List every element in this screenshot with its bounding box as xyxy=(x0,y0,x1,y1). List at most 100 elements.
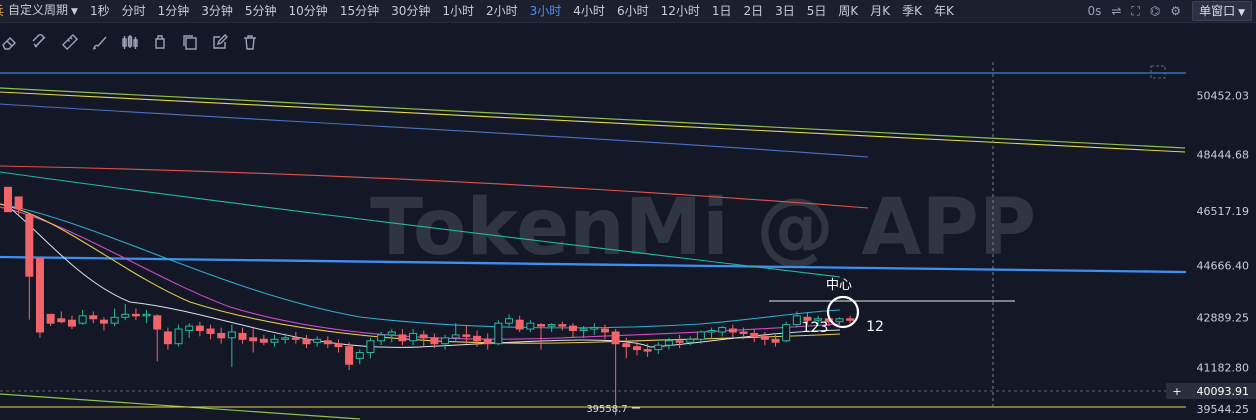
candle[interactable] xyxy=(835,317,844,325)
custom-period-dropdown[interactable]: 自定义周期 ▼ xyxy=(6,0,84,23)
interval-19[interactable]: 月K xyxy=(870,4,891,18)
candle[interactable] xyxy=(750,329,759,343)
candle[interactable] xyxy=(323,336,332,349)
candle[interactable] xyxy=(302,334,311,349)
candle[interactable] xyxy=(760,331,769,346)
candle[interactable] xyxy=(494,320,503,346)
price-chart[interactable]: TokenMi @ APP 中心 123 12 39558.7 50452.0 xyxy=(0,62,1256,420)
candle[interactable] xyxy=(4,186,12,213)
interval-18[interactable]: 周K xyxy=(838,4,859,18)
candle[interactable] xyxy=(803,312,812,325)
candle[interactable] xyxy=(600,324,609,340)
edit-icon[interactable] xyxy=(210,32,230,52)
candle[interactable] xyxy=(291,331,300,344)
candle[interactable] xyxy=(409,329,418,346)
price-axis[interactable]: 50452.03 48444.68 46517.19 44666.40 42889.25… xyxy=(1150,62,1256,420)
candle[interactable] xyxy=(430,333,439,349)
candle[interactable] xyxy=(664,337,673,350)
add-alert-icon[interactable]: + xyxy=(1172,385,1181,398)
candle[interactable] xyxy=(281,333,290,344)
candle[interactable] xyxy=(259,334,268,346)
interval-17[interactable]: 5日 xyxy=(806,4,827,18)
candle[interactable] xyxy=(846,315,855,324)
highlight-circle[interactable] xyxy=(826,295,860,329)
candle[interactable] xyxy=(419,330,428,347)
interval-15[interactable]: 2日 xyxy=(743,4,764,18)
candle[interactable] xyxy=(728,324,737,338)
candle[interactable] xyxy=(249,327,258,353)
candle[interactable] xyxy=(142,309,151,324)
candle[interactable] xyxy=(483,333,492,350)
candle[interactable] xyxy=(462,326,471,344)
candle[interactable] xyxy=(25,214,34,320)
candle[interactable] xyxy=(398,329,407,346)
candle[interactable] xyxy=(46,313,55,327)
interval-10[interactable]: 3小时 xyxy=(529,4,562,18)
candle[interactable] xyxy=(590,323,599,335)
candle[interactable] xyxy=(632,340,641,356)
bucket-icon[interactable] xyxy=(150,32,170,52)
candle[interactable] xyxy=(579,326,588,338)
candle[interactable] xyxy=(526,320,535,332)
interval-12[interactable]: 6小时 xyxy=(616,4,649,18)
sliders-icon[interactable]: ⇌ xyxy=(1111,4,1122,18)
candle[interactable] xyxy=(622,337,631,359)
candle[interactable] xyxy=(89,311,98,324)
candle[interactable] xyxy=(217,327,226,344)
copy-icon[interactable] xyxy=(180,32,200,52)
candle[interactable] xyxy=(718,326,727,337)
candles-icon[interactable] xyxy=(120,32,140,52)
interval-0[interactable]: 1秒 xyxy=(89,4,110,18)
candle[interactable] xyxy=(782,321,791,343)
candle[interactable] xyxy=(558,321,567,331)
candle[interactable] xyxy=(355,349,364,365)
candle[interactable] xyxy=(451,323,460,341)
candle[interactable] xyxy=(57,311,66,324)
candle[interactable] xyxy=(377,331,386,346)
candle[interactable] xyxy=(686,336,695,346)
candle[interactable] xyxy=(206,324,215,340)
interval-21[interactable]: 年K xyxy=(934,4,954,18)
candle[interactable] xyxy=(313,336,322,347)
candle[interactable] xyxy=(366,337,375,359)
candle[interactable] xyxy=(174,324,183,347)
candle[interactable] xyxy=(654,342,663,354)
settings-icon[interactable]: ⚙ xyxy=(1170,4,1182,18)
candle[interactable] xyxy=(35,258,44,338)
candle[interactable] xyxy=(227,324,236,368)
candle[interactable] xyxy=(771,334,780,347)
candle[interactable] xyxy=(473,330,482,347)
expand-icon[interactable] xyxy=(1150,65,1166,79)
candle[interactable] xyxy=(110,308,119,327)
candle[interactable] xyxy=(643,343,652,357)
interval-9[interactable]: 2小时 xyxy=(486,4,518,18)
candle[interactable] xyxy=(707,327,716,338)
trend-line-yellow[interactable] xyxy=(0,91,1186,153)
trash-icon[interactable] xyxy=(240,32,260,52)
candle[interactable] xyxy=(185,323,194,338)
interval-2[interactable]: 1分钟 xyxy=(157,4,190,18)
interval-5[interactable]: 10分钟 xyxy=(288,4,328,18)
fullscreen-icon[interactable]: ⛶ xyxy=(1131,3,1140,18)
candle[interactable] xyxy=(195,321,204,337)
interval-3[interactable]: 3分钟 xyxy=(201,4,233,18)
candle[interactable] xyxy=(270,334,279,347)
candle[interactable] xyxy=(675,334,684,349)
window-mode-dropdown[interactable]: 单窗口 ▼ xyxy=(1192,1,1252,21)
candle[interactable] xyxy=(131,308,140,321)
trend-line-green[interactable] xyxy=(0,87,1186,149)
interval-6[interactable]: 15分钟 xyxy=(339,4,380,18)
candle[interactable] xyxy=(14,196,23,215)
camera-icon[interactable]: ⌬ xyxy=(1149,4,1161,18)
candle[interactable] xyxy=(696,330,705,344)
interval-1[interactable]: 分时 xyxy=(121,4,146,18)
candle[interactable] xyxy=(387,329,396,343)
candle[interactable] xyxy=(67,315,76,330)
interval-13[interactable]: 12小时 xyxy=(660,4,700,18)
interval-20[interactable]: 季K xyxy=(902,4,923,18)
candle[interactable] xyxy=(238,327,247,344)
candle[interactable] xyxy=(739,327,748,340)
candle[interactable] xyxy=(792,311,801,328)
candle[interactable] xyxy=(547,323,556,332)
candle[interactable] xyxy=(78,309,87,325)
